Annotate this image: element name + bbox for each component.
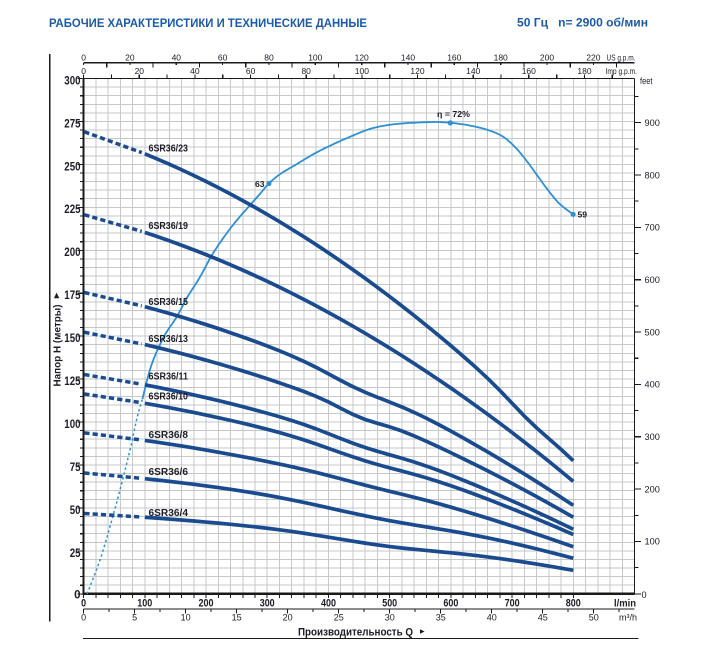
svg-text:250: 250	[64, 161, 80, 173]
svg-text:m³/h: m³/h	[619, 613, 637, 623]
svg-text:100: 100	[64, 419, 80, 431]
svg-text:6SR36/11: 6SR36/11	[149, 371, 189, 382]
svg-text:175: 175	[64, 290, 81, 302]
svg-text:400: 400	[321, 597, 336, 609]
svg-text:6SR36/10: 6SR36/10	[149, 391, 189, 402]
svg-text:220: 220	[586, 53, 600, 63]
svg-text:800: 800	[645, 170, 660, 180]
svg-text:35: 35	[436, 613, 446, 623]
svg-text:0: 0	[81, 597, 86, 609]
svg-text:l/min: l/min	[614, 598, 636, 609]
svg-text:180: 180	[577, 66, 591, 76]
svg-text:0: 0	[81, 53, 86, 63]
svg-text:300: 300	[645, 432, 660, 442]
svg-text:Производительность Q: Производительность Q	[298, 626, 413, 638]
svg-text:6SR36/15: 6SR36/15	[149, 297, 189, 308]
svg-text:75: 75	[70, 462, 81, 474]
svg-text:20: 20	[125, 53, 135, 63]
svg-text:25: 25	[70, 548, 81, 560]
svg-text:20: 20	[135, 66, 145, 76]
svg-text:0: 0	[642, 590, 647, 600]
svg-text:50 Гц n= 2900 об/мин: 50 Гц n= 2900 об/мин	[517, 15, 648, 29]
svg-text:600: 600	[645, 275, 660, 285]
svg-text:Imp g.p.m.: Imp g.p.m.	[606, 66, 638, 76]
svg-text:6SR36/8: 6SR36/8	[149, 430, 189, 441]
svg-text:15: 15	[232, 613, 242, 623]
svg-text:63: 63	[255, 179, 265, 189]
svg-text:700: 700	[505, 597, 520, 609]
svg-text:700: 700	[645, 223, 660, 233]
svg-text:40: 40	[487, 613, 497, 623]
svg-text:6SR36/4: 6SR36/4	[149, 508, 189, 519]
svg-text:45: 45	[538, 613, 548, 623]
svg-text:40: 40	[172, 53, 182, 63]
svg-text:59: 59	[578, 209, 588, 219]
svg-text:50: 50	[589, 613, 599, 623]
svg-text:10: 10	[181, 613, 191, 623]
svg-text:60: 60	[218, 53, 228, 63]
svg-text:60: 60	[246, 66, 256, 76]
svg-text:80: 80	[264, 53, 274, 63]
svg-text:800: 800	[566, 597, 581, 609]
svg-text:25: 25	[334, 613, 344, 623]
svg-text:160: 160	[522, 66, 536, 76]
svg-text:300: 300	[260, 597, 275, 609]
svg-text:900: 900	[645, 118, 660, 128]
svg-text:500: 500	[382, 597, 397, 609]
svg-text:200: 200	[645, 484, 660, 494]
svg-text:5: 5	[132, 613, 137, 623]
svg-text:30: 30	[385, 613, 395, 623]
svg-text:US g.p.m.: US g.p.m.	[607, 53, 636, 63]
svg-text:100: 100	[308, 53, 322, 63]
svg-text:6SR36/6: 6SR36/6	[149, 467, 189, 478]
svg-text:150: 150	[64, 333, 80, 345]
svg-text:feet: feet	[640, 76, 653, 86]
svg-text:200: 200	[540, 53, 554, 63]
svg-text:160: 160	[447, 53, 461, 63]
svg-text:125: 125	[64, 376, 81, 388]
svg-text:225: 225	[64, 204, 81, 216]
svg-text:200: 200	[64, 247, 80, 259]
svg-text:100: 100	[645, 537, 660, 547]
svg-text:η = 72%: η = 72%	[437, 109, 470, 119]
svg-text:20: 20	[283, 613, 293, 623]
svg-text:6SR36/23: 6SR36/23	[149, 143, 189, 154]
svg-text:0: 0	[81, 66, 86, 76]
svg-text:0: 0	[81, 613, 86, 623]
svg-text:120: 120	[355, 53, 369, 63]
svg-text:500: 500	[645, 327, 660, 337]
svg-text:140: 140	[401, 53, 415, 63]
svg-text:200: 200	[199, 597, 214, 609]
svg-text:6SR36/19: 6SR36/19	[149, 221, 189, 232]
svg-text:275: 275	[64, 118, 81, 130]
svg-text:400: 400	[645, 380, 660, 390]
svg-text:180: 180	[494, 53, 508, 63]
svg-text:50: 50	[70, 505, 81, 517]
svg-text:0: 0	[74, 589, 80, 601]
svg-text:600: 600	[443, 597, 458, 609]
svg-text:120: 120	[410, 66, 424, 76]
svg-text:140: 140	[466, 66, 480, 76]
svg-text:100: 100	[137, 597, 152, 609]
svg-text:Напор H (метры): Напор H (метры)	[53, 305, 64, 387]
svg-text:100: 100	[355, 66, 369, 76]
svg-text:80: 80	[301, 66, 311, 76]
svg-text:6SR36/13: 6SR36/13	[149, 334, 189, 345]
svg-text:300: 300	[64, 75, 80, 87]
svg-text:РАБОЧИЕ ХАРАКТЕРИСТИКИ И ТЕХНИ: РАБОЧИЕ ХАРАКТЕРИСТИКИ И ТЕХНИЧЕСКИЕ ДАН…	[49, 16, 367, 30]
svg-text:40: 40	[190, 66, 200, 76]
